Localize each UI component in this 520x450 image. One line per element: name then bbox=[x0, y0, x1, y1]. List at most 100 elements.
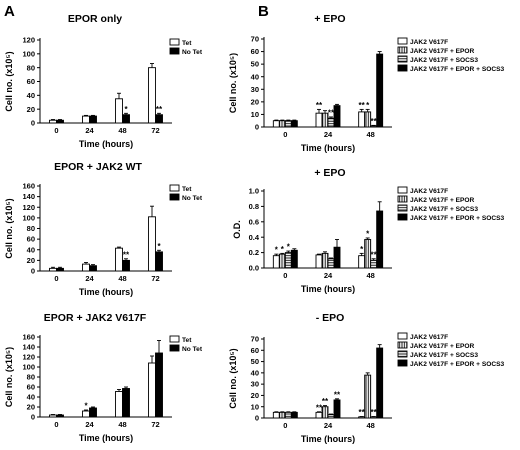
legend-label: JAK2 V617F bbox=[410, 334, 448, 341]
legend-label: JAK2 V617F + SOCS3 bbox=[410, 206, 478, 213]
y-tick-label: 0.0 bbox=[249, 264, 259, 273]
chart-4: + EPO 0 10 20 30 40 50 60 70 Cell no. (x10⁵) Time … bbox=[228, 13, 505, 153]
legend-swatch bbox=[397, 46, 408, 54]
significance-marker: ** bbox=[371, 408, 378, 417]
bar bbox=[82, 410, 90, 418]
y-tick-label: 70 bbox=[251, 35, 259, 44]
legend-swatch bbox=[397, 350, 408, 358]
y-tick-label: 60 bbox=[27, 383, 35, 392]
bar bbox=[89, 407, 97, 418]
bar bbox=[278, 120, 286, 128]
significance-marker: * bbox=[157, 242, 161, 251]
x-tick-label: 72 bbox=[151, 274, 159, 283]
bar bbox=[315, 411, 323, 419]
bar bbox=[56, 414, 64, 418]
y-axis-label: Cell no. (x10⁵) bbox=[228, 53, 238, 113]
chart-title: EPOR only bbox=[68, 13, 122, 25]
chart-6: - EPO 0 10 20 30 40 50 60 70 Cell no. (x10⁵) Time … bbox=[228, 312, 505, 444]
bar bbox=[122, 259, 130, 272]
legend-swatch bbox=[397, 37, 408, 45]
x-tick-label: 72 bbox=[151, 420, 159, 429]
y-tick-label: 80 bbox=[27, 63, 35, 72]
y-tick-label: 80 bbox=[27, 224, 35, 233]
bar bbox=[321, 252, 329, 269]
bar bbox=[89, 115, 97, 124]
legend-label: No Tet bbox=[182, 195, 203, 202]
chart-title: EPOR + JAK2 WT bbox=[54, 161, 142, 173]
bar bbox=[122, 388, 130, 418]
bar bbox=[327, 117, 335, 128]
bar bbox=[272, 120, 280, 128]
legend-label: JAK2 V617F + EPOR bbox=[410, 343, 475, 350]
legend-label: No Tet bbox=[182, 346, 203, 353]
legend-swatch bbox=[169, 47, 180, 55]
significance-marker: * bbox=[124, 105, 128, 114]
bar bbox=[327, 258, 335, 269]
significance-marker: ** bbox=[359, 408, 366, 417]
legend-swatch bbox=[169, 335, 180, 343]
x-tick-label: 48 bbox=[118, 274, 126, 283]
y-axis-label: Cell no. (x10⁵) bbox=[4, 347, 14, 407]
chart-5: + EPO 0.0 0.2 0.4 0.6 0.8 1.0 O.D. Time (hours) 0… bbox=[232, 167, 505, 294]
legend-swatch bbox=[397, 332, 408, 340]
y-tick-label: 0.6 bbox=[249, 217, 259, 226]
y-tick-label: 1.0 bbox=[249, 187, 259, 196]
legend-swatch bbox=[397, 213, 408, 221]
y-tick-label: 0.2 bbox=[249, 248, 259, 257]
bar bbox=[376, 53, 384, 128]
significance-marker: * bbox=[281, 245, 285, 254]
significance-marker: ** bbox=[359, 101, 366, 110]
significance-marker: ** bbox=[371, 117, 378, 126]
y-tick-label: 40 bbox=[27, 91, 35, 100]
significance-marker: * bbox=[275, 246, 279, 255]
legend-swatch bbox=[169, 344, 180, 352]
legend-label: JAK2 V617F + EPOR + SOCS3 bbox=[410, 215, 505, 222]
legend-swatch bbox=[397, 64, 408, 72]
bar bbox=[333, 105, 341, 128]
y-tick-label: 10 bbox=[251, 402, 259, 411]
x-tick-label: 0 bbox=[54, 274, 58, 283]
bar bbox=[278, 411, 286, 419]
y-axis-label: Cell no. (x10⁵) bbox=[228, 348, 238, 408]
legend-label: JAK2 V617F + EPOR bbox=[410, 197, 475, 204]
y-tick-label: 20 bbox=[27, 256, 35, 265]
y-tick-label: 30 bbox=[251, 380, 259, 389]
bar bbox=[376, 347, 384, 419]
bar bbox=[315, 254, 323, 269]
y-tick-label: 20 bbox=[27, 403, 35, 412]
legend-label: JAK2 V617F bbox=[410, 39, 448, 46]
panel-letter-a: A bbox=[4, 3, 15, 20]
y-tick-label: 40 bbox=[27, 393, 35, 402]
significance-marker: * bbox=[360, 245, 364, 254]
legend-swatch bbox=[397, 186, 408, 194]
y-tick-label: 30 bbox=[251, 85, 259, 94]
y-tick-label: 80 bbox=[27, 373, 35, 382]
y-tick-label: 0 bbox=[255, 123, 259, 132]
significance-marker: ** bbox=[328, 108, 335, 117]
y-tick-label: 100 bbox=[22, 363, 35, 372]
chart-title: + EPO bbox=[314, 13, 345, 25]
chart-1: EPOR only 0 20 40 60 80 100 120 Cell no. (x10⁵) T… bbox=[4, 13, 203, 149]
legend-label: Tet bbox=[182, 40, 192, 47]
significance-marker: ** bbox=[316, 403, 323, 412]
y-tick-label: 120 bbox=[22, 36, 35, 45]
bar bbox=[333, 399, 341, 419]
x-tick-label: 24 bbox=[85, 126, 94, 135]
significance-marker: * bbox=[366, 101, 370, 110]
y-tick-label: 60 bbox=[27, 235, 35, 244]
x-tick-label: 0 bbox=[283, 421, 287, 430]
bar bbox=[321, 406, 329, 419]
bar bbox=[89, 265, 97, 272]
significance-marker: * bbox=[287, 243, 291, 252]
x-tick-label: 72 bbox=[151, 126, 159, 135]
bar bbox=[56, 267, 64, 272]
y-tick-label: 0 bbox=[255, 414, 259, 423]
significance-marker: ** bbox=[371, 250, 378, 259]
x-tick-label: 48 bbox=[366, 421, 374, 430]
x-axis-label: Time (hours) bbox=[301, 143, 355, 153]
y-tick-label: 0 bbox=[31, 267, 35, 276]
significance-marker: * bbox=[84, 402, 88, 411]
x-tick-label: 0 bbox=[54, 126, 58, 135]
legend-swatch bbox=[397, 204, 408, 212]
